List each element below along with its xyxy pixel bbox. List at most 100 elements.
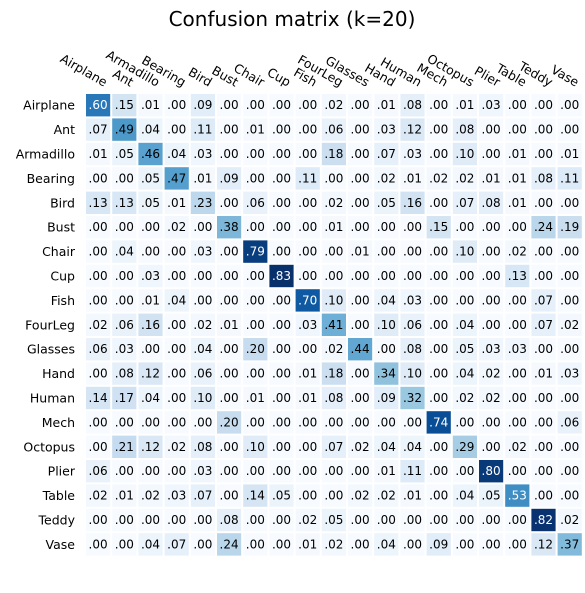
cell-value-bird-plier: .08	[482, 196, 501, 210]
cell-value-vase-teddy: .12	[534, 537, 553, 551]
row-label-cup: Cup	[50, 269, 75, 284]
cell-value-hand-glasses: .00	[351, 367, 370, 381]
cell-value-cup-plier: .00	[482, 269, 501, 283]
cell-value-octopus-airplane: .00	[89, 440, 108, 454]
cell-value-human-cup: .00	[272, 391, 291, 405]
cell-value-human-fish: .01	[298, 391, 317, 405]
cell-value-bearing-chair: .00	[246, 171, 265, 185]
cell-value-bearing-fourleg: .00	[324, 171, 343, 185]
heatmap-cells: .60.15.01.00.09.00.00.00.00.02.00.01.08.…	[86, 94, 582, 556]
cell-value-mech-fish: .00	[298, 415, 317, 429]
cell-value-chair-fourleg: .00	[324, 245, 343, 259]
cell-value-cup-human: .00	[403, 269, 422, 283]
cell-value-fourleg-bust: .01	[220, 318, 239, 332]
cell-value-hand-bust: .00	[220, 367, 239, 381]
cell-value-hand-human: .10	[403, 367, 422, 381]
cell-value-bust-bearing: .02	[167, 220, 186, 234]
cell-value-chair-human: .00	[403, 245, 422, 259]
cell-value-teddy-fourleg: .05	[324, 513, 343, 527]
cell-value-bearing-teddy: .08	[534, 171, 553, 185]
cell-value-cup-fish: .00	[298, 269, 317, 283]
cell-value-chair-bird: .03	[193, 245, 212, 259]
cell-value-cup-bust: .00	[220, 269, 239, 283]
cell-value-teddy-mech: .00	[429, 513, 448, 527]
cell-value-bird-teddy: .00	[534, 196, 553, 210]
cell-value-fourleg-fish: .03	[298, 318, 317, 332]
cell-value-hand-fish: .01	[298, 367, 317, 381]
cell-value-octopus-bird: .08	[193, 440, 212, 454]
cell-value-ant-fish: .00	[298, 123, 317, 137]
cell-value-bird-vase: .00	[560, 196, 579, 210]
cell-value-bird-armadillo: .05	[141, 196, 160, 210]
cell-value-mech-teddy: .00	[534, 415, 553, 429]
cell-value-octopus-vase: .00	[560, 440, 579, 454]
cell-value-mech-armadillo: .00	[141, 415, 160, 429]
cell-value-mech-human: .00	[403, 415, 422, 429]
row-label-bust: Bust	[47, 220, 75, 235]
cell-value-human-octopus: .02	[455, 391, 474, 405]
cell-value-airplane-bust: .00	[220, 98, 239, 112]
cell-value-hand-chair: .00	[246, 367, 265, 381]
cell-value-table-bearing: .03	[167, 489, 186, 503]
cell-value-fish-human: .03	[403, 293, 422, 307]
cell-value-teddy-chair: .00	[246, 513, 265, 527]
cell-value-bust-chair: .00	[246, 220, 265, 234]
cell-value-armadillo-airplane: .01	[89, 147, 108, 161]
cell-value-human-hand: .09	[377, 391, 396, 405]
cell-value-plier-teddy: .00	[534, 464, 553, 478]
cell-value-fourleg-hand: .10	[377, 318, 396, 332]
cell-value-hand-mech: .00	[429, 367, 448, 381]
cell-value-fish-vase: .00	[560, 293, 579, 307]
cell-value-armadillo-teddy: .00	[534, 147, 553, 161]
cell-value-ant-armadillo: .04	[141, 123, 160, 137]
cell-value-plier-hand: .01	[377, 464, 396, 478]
cell-value-chair-table: .02	[508, 245, 527, 259]
cell-value-fourleg-mech: .00	[429, 318, 448, 332]
cell-value-hand-fourleg: .18	[324, 367, 343, 381]
cell-value-cup-fourleg: .00	[324, 269, 343, 283]
cell-value-plier-ant: .00	[115, 464, 134, 478]
cell-value-vase-bust: .24	[220, 537, 239, 551]
cell-value-bearing-armadillo: .05	[141, 171, 160, 185]
row-label-mech: Mech	[42, 415, 75, 430]
cell-value-glasses-hand: .00	[377, 342, 396, 356]
cell-value-bird-table: .01	[508, 196, 527, 210]
cell-value-table-glasses: .02	[351, 489, 370, 503]
cell-value-human-bearing: .00	[167, 391, 186, 405]
cell-value-airplane-ant: .15	[115, 98, 134, 112]
cell-value-fish-fourleg: .10	[324, 293, 343, 307]
cell-value-glasses-plier: .03	[482, 342, 501, 356]
cell-value-plier-vase: .00	[560, 464, 579, 478]
cell-value-table-ant: .01	[115, 489, 134, 503]
cell-value-armadillo-human: .03	[403, 147, 422, 161]
cell-value-fish-chair: .00	[246, 293, 265, 307]
cell-value-plier-glasses: .00	[351, 464, 370, 478]
cell-value-octopus-plier: .00	[482, 440, 501, 454]
cell-value-airplane-octopus: .01	[455, 98, 474, 112]
cell-value-bust-glasses: .00	[351, 220, 370, 234]
cell-value-vase-human: .00	[403, 537, 422, 551]
cell-value-glasses-bird: .04	[193, 342, 212, 356]
cell-value-cup-cup: .83	[272, 269, 291, 283]
cell-value-chair-armadillo: .00	[141, 245, 160, 259]
cell-value-chair-cup: .00	[272, 245, 291, 259]
cell-value-fourleg-cup: .00	[272, 318, 291, 332]
cell-value-mech-mech: .74	[429, 415, 448, 429]
cell-value-vase-glasses: .00	[351, 537, 370, 551]
cell-value-glasses-teddy: .00	[534, 342, 553, 356]
cell-value-airplane-cup: .00	[272, 98, 291, 112]
cell-value-mech-octopus: .00	[455, 415, 474, 429]
cell-value-armadillo-vase: .01	[560, 147, 579, 161]
cell-value-bird-human: .16	[403, 196, 422, 210]
cell-value-plier-bust: .00	[220, 464, 239, 478]
cell-value-chair-mech: .00	[429, 245, 448, 259]
cell-value-glasses-bust: .00	[220, 342, 239, 356]
cell-value-table-teddy: .00	[534, 489, 553, 503]
cell-value-airplane-bearing: .00	[167, 98, 186, 112]
cell-value-hand-teddy: .01	[534, 367, 553, 381]
cell-value-airplane-fourleg: .02	[324, 98, 343, 112]
cell-value-octopus-bust: .00	[220, 440, 239, 454]
cell-value-bird-hand: .05	[377, 196, 396, 210]
cell-value-mech-bird: .00	[193, 415, 212, 429]
cell-value-chair-hand: .00	[377, 245, 396, 259]
